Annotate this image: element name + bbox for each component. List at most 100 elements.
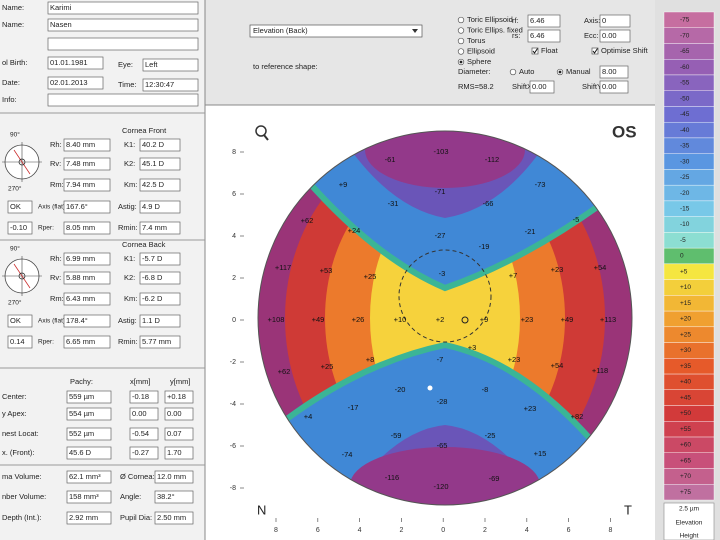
field-box[interactable]: [529, 80, 555, 94]
label: y[mm]: [170, 377, 190, 386]
field-box[interactable]: [129, 446, 159, 460]
dropdown[interactable]: [249, 24, 423, 38]
field-box[interactable]: [139, 178, 181, 192]
field-box[interactable]: [47, 76, 104, 90]
scale-label: 0: [680, 253, 684, 260]
field-box[interactable]: [139, 292, 181, 306]
field-value: Nasen: [50, 20, 72, 29]
field-box[interactable]: [599, 14, 631, 28]
field-box[interactable]: [63, 178, 111, 192]
label: ShiftY: [582, 82, 602, 91]
field-box[interactable]: [154, 511, 194, 525]
field-box[interactable]: [164, 407, 194, 421]
radio[interactable]: [457, 37, 465, 45]
field-box[interactable]: [63, 271, 111, 285]
field-box[interactable]: [129, 427, 159, 441]
radio[interactable]: [509, 68, 517, 76]
label: Km:: [124, 294, 137, 303]
field-box[interactable]: [139, 157, 181, 171]
field-box[interactable]: [66, 427, 112, 441]
field-box[interactable]: [164, 427, 194, 441]
radio-label: Torus: [467, 36, 486, 45]
field-box[interactable]: [7, 200, 33, 214]
field-box[interactable]: [63, 221, 111, 235]
field-box[interactable]: [66, 511, 112, 525]
field-box[interactable]: [164, 390, 194, 404]
elevation-value: -27: [435, 231, 446, 240]
radio[interactable]: [457, 16, 465, 24]
radio-label: Ellipsoid: [467, 46, 495, 55]
field-box[interactable]: [66, 390, 112, 404]
elevation-value: +62: [278, 367, 291, 376]
field-box[interactable]: [139, 271, 181, 285]
field-box[interactable]: [599, 65, 629, 79]
field-value: -0.27: [132, 448, 149, 457]
field-box[interactable]: [129, 407, 159, 421]
radio[interactable]: [457, 48, 465, 55]
field-box[interactable]: [47, 37, 199, 51]
field-box[interactable]: [139, 200, 181, 214]
field-box[interactable]: [63, 292, 111, 306]
field-box[interactable]: [66, 446, 112, 460]
field-box[interactable]: [63, 200, 111, 214]
field-value: 6.65 mm: [66, 337, 95, 346]
label: K1:: [124, 140, 135, 149]
zoom-icon[interactable]: [255, 125, 269, 141]
field-box[interactable]: [527, 14, 561, 28]
field-box[interactable]: [129, 390, 159, 404]
field-box[interactable]: [63, 314, 111, 328]
elevation-value: +82: [571, 412, 584, 421]
field-box[interactable]: [63, 157, 111, 171]
label: Rm:: [50, 180, 64, 189]
field-box[interactable]: [47, 56, 104, 70]
field-box[interactable]: [66, 490, 112, 504]
elevation-value: +23: [524, 404, 537, 413]
field-box[interactable]: [154, 470, 194, 484]
y-tick-label: 8: [232, 149, 236, 156]
field-box[interactable]: [66, 407, 112, 421]
field-box[interactable]: [7, 221, 33, 235]
field-box[interactable]: [527, 29, 561, 43]
scale-label: +60: [680, 442, 691, 449]
field-value: 7.48 mm: [66, 159, 95, 168]
field-box[interactable]: [142, 78, 199, 92]
label: Astig:: [118, 202, 137, 211]
field-box[interactable]: [139, 335, 181, 349]
nasal-label: N: [257, 502, 266, 517]
field-box[interactable]: [66, 470, 112, 484]
field-value: 12:30:47: [145, 80, 174, 89]
field-box[interactable]: [154, 490, 194, 504]
y-tick-label: 0: [232, 317, 236, 324]
field-box[interactable]: [139, 138, 181, 152]
x-tick-label: 8: [274, 527, 278, 534]
field-box[interactable]: [139, 314, 181, 328]
field-box[interactable]: [47, 1, 199, 15]
label: Astig:: [118, 316, 137, 325]
elevation-value: -120: [433, 482, 448, 491]
label: Rmin:: [118, 223, 138, 232]
field-value: OK: [10, 316, 21, 325]
scale-label: +70: [680, 473, 691, 480]
field-box[interactable]: [164, 446, 194, 460]
field-value: 0.00: [602, 31, 617, 40]
label: x. (Front):: [2, 448, 35, 457]
field-box[interactable]: [599, 80, 629, 94]
field-box[interactable]: [63, 138, 111, 152]
field-box[interactable]: [63, 335, 111, 349]
field-box[interactable]: [142, 58, 199, 72]
radio[interactable]: [457, 27, 465, 34]
scale-swatch: [663, 484, 715, 501]
checkbox[interactable]: [591, 47, 599, 55]
field-box[interactable]: [139, 252, 181, 266]
y-tick-label: -2: [230, 359, 236, 366]
field-box[interactable]: [47, 18, 199, 32]
field-box[interactable]: [599, 29, 631, 43]
field-value: 8.05 mm: [66, 223, 95, 232]
checkbox[interactable]: [531, 47, 539, 55]
field-box[interactable]: [63, 252, 111, 266]
field-box[interactable]: [47, 93, 199, 107]
field-box[interactable]: [7, 314, 33, 328]
field-box[interactable]: [7, 335, 33, 349]
field-box[interactable]: [139, 221, 181, 235]
field-value: 0.00: [602, 82, 617, 91]
